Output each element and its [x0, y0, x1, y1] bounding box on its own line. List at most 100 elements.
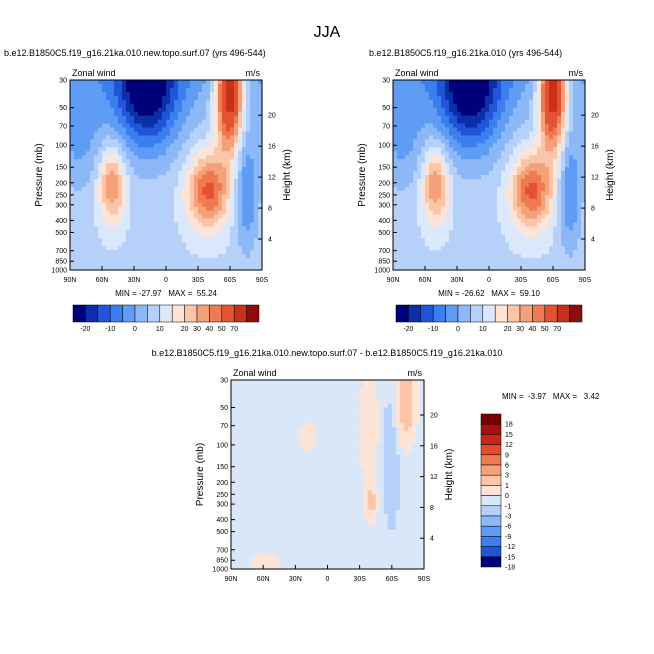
heatmap-cell [469, 155, 474, 160]
heatmap-cell [243, 533, 248, 539]
heatmap-cell [106, 254, 111, 259]
heatmap-cell [413, 198, 418, 204]
heatmap-cell [557, 99, 562, 105]
heatmap-cell [581, 119, 586, 125]
heatmap-cell [130, 246, 135, 251]
heatmap-cell [457, 167, 462, 172]
heatmap-cell [158, 111, 163, 117]
heatmap-cell [557, 95, 562, 101]
heatmap-cell [529, 107, 534, 113]
heatmap-cell [477, 234, 482, 239]
heatmap-cell [110, 214, 115, 220]
heatmap-cell [493, 135, 498, 140]
heatmap-cell [198, 214, 203, 220]
heatmap-cell [206, 119, 211, 125]
heatmap-cell [70, 119, 75, 125]
heatmap-cell [114, 115, 119, 121]
heatmap-cell [98, 91, 103, 97]
heatmap-cell [501, 103, 506, 109]
heatmap-cell [210, 151, 215, 156]
heatmap-cell [78, 258, 83, 263]
heatmap-cell [565, 175, 570, 180]
heatmap-cell [226, 163, 231, 168]
colorbar-swatch [569, 304, 583, 323]
heatmap-cell [198, 123, 203, 129]
heatmap-cell [485, 258, 490, 263]
heatmap-cell [521, 127, 526, 133]
heatmap-cell [218, 159, 223, 164]
heatmap-cell [90, 83, 95, 89]
heatmap-cell [150, 80, 155, 85]
heatmap-cell [493, 103, 498, 109]
heatmap-cell [246, 167, 251, 172]
heatmap-cell [150, 135, 155, 140]
heatmap-cell [138, 238, 143, 243]
heatmap-cell [82, 111, 87, 117]
heatmap-cell [182, 175, 187, 180]
heatmap-cell [557, 139, 562, 144]
heatmap-cell [222, 123, 227, 129]
heatmap-cell [146, 198, 151, 204]
heatmap-cell [174, 131, 179, 137]
heatmap-cell [553, 99, 558, 105]
heatmap-cell [557, 210, 562, 216]
y2-tick-label: 12 [268, 175, 276, 182]
heatmap-cell [182, 80, 187, 85]
heatmap-cell [122, 87, 127, 93]
heatmap-cell [493, 159, 498, 164]
heatmap-cell [234, 143, 239, 148]
x-tick-label: 0 [487, 277, 491, 284]
heatmap-cell [158, 83, 163, 89]
heatmap-cell [231, 557, 236, 562]
heatmap-cell [413, 155, 418, 160]
heatmap-cell [239, 506, 244, 511]
heatmap-cell [86, 83, 91, 89]
heatmap-cell [138, 83, 143, 89]
heatmap-cell [150, 103, 155, 109]
heatmap-cell [174, 135, 179, 140]
heatmap-cell [413, 135, 418, 140]
heatmap-cell [226, 167, 231, 172]
heatmap-cell [98, 151, 103, 156]
heatmap-cell [557, 155, 562, 160]
heatmap-cell [246, 95, 251, 101]
heatmap-cell [529, 175, 534, 180]
heatmap-cell [409, 210, 414, 216]
heatmap-cell [78, 198, 83, 204]
heatmap-cell [485, 143, 490, 148]
heatmap-cell [162, 222, 167, 228]
heatmap-cell [218, 254, 223, 259]
heatmap-cell [202, 143, 207, 148]
heatmap-cell [238, 115, 243, 121]
heatmap-cell [118, 230, 123, 235]
heatmap-cell [433, 254, 438, 259]
heatmap-cell [118, 99, 123, 105]
heatmap-cell [122, 222, 127, 228]
heatmap-cell [477, 266, 482, 271]
heatmap-cell [86, 91, 91, 97]
heatmap-cell [174, 262, 179, 267]
heatmap-cell [178, 103, 183, 109]
heatmap-cell [545, 99, 550, 105]
heatmap-cell [429, 194, 434, 200]
heatmap-cell [465, 95, 470, 101]
heatmap-cell [465, 87, 470, 93]
heatmap-cell [417, 119, 422, 125]
heatmap-cell [405, 194, 410, 200]
heatmap-cell [417, 83, 422, 89]
heatmap-cell [242, 95, 247, 101]
heatmap-cell [206, 258, 211, 263]
heatmap-cell [230, 210, 235, 216]
heatmap-cell [239, 502, 244, 507]
heatmap-cell [525, 139, 530, 144]
heatmap-cell [206, 206, 211, 212]
heatmap-cell [206, 155, 211, 160]
heatmap-cell [90, 242, 95, 247]
heatmap-cell [198, 91, 203, 97]
heatmap-cell [573, 83, 578, 89]
heatmap-cell [194, 143, 199, 148]
heatmap-cell [186, 198, 191, 204]
heatmap-cell [182, 194, 187, 200]
heatmap-cell [235, 565, 240, 570]
heatmap-cell [206, 175, 211, 180]
